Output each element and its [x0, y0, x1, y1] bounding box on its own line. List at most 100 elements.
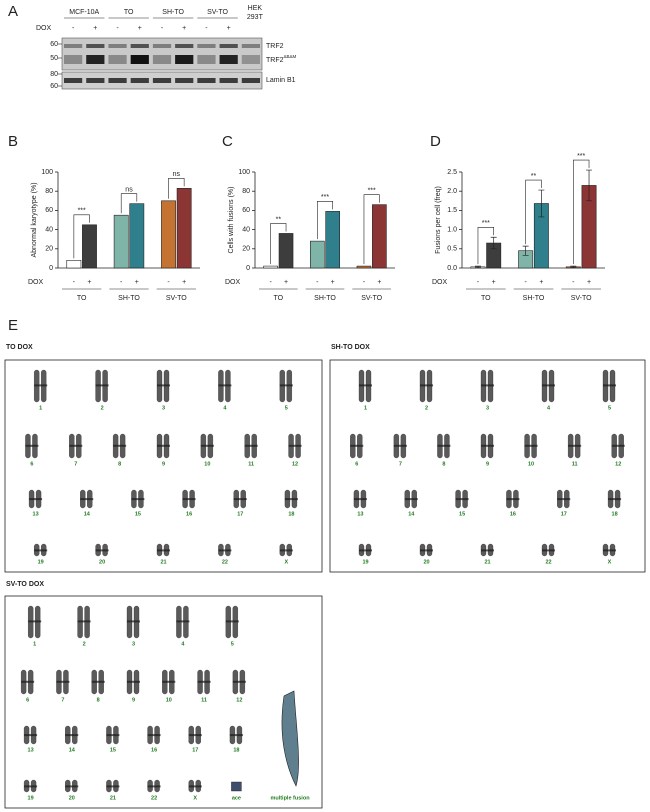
chromosome-label: 22 [222, 559, 228, 565]
chromosome-label: 19 [38, 559, 44, 565]
chromosome-band [106, 785, 120, 788]
panel-label: B [8, 133, 18, 150]
error-bar [474, 265, 481, 268]
blot-group-label: 293T [247, 14, 264, 21]
chromosome-label: 14 [84, 511, 91, 517]
x-tick-label: + [182, 279, 186, 286]
chromosome-band [455, 498, 469, 501]
chromosome-band [244, 444, 258, 447]
karyotype-title: SH-TO DOX [331, 344, 370, 351]
chromosome-label: 10 [166, 697, 172, 703]
chromosome-label: 12 [292, 461, 298, 467]
group-label: SV-TO [361, 295, 382, 302]
chromosome-label: 7 [74, 461, 77, 467]
chromosome-label: X [284, 559, 288, 565]
y-tick-label: 100 [41, 169, 53, 176]
karyotype-box [329, 359, 646, 573]
chromosome-band [24, 734, 38, 737]
y-tick-label: 0 [246, 265, 250, 272]
y-axis-label: Abnormal karyotype (%) [31, 182, 38, 257]
significance-bracket [168, 178, 185, 199]
chromosome-band [65, 785, 79, 788]
chromosome-label: 3 [162, 405, 165, 411]
chromosome-label: 4 [547, 405, 551, 411]
band [86, 78, 105, 83]
error-bar [586, 169, 593, 202]
chromosome-label: 8 [97, 697, 100, 703]
blot-group-label: SH-TO [162, 9, 184, 16]
chromosome-label: 4 [223, 405, 227, 411]
band [130, 78, 149, 83]
panel-label: E [8, 317, 18, 334]
bar [82, 224, 97, 269]
chromosome-label: 8 [118, 461, 121, 467]
band [130, 55, 149, 64]
x-tick-label: - [572, 279, 575, 286]
band [64, 44, 83, 48]
x-tick-label: - [363, 279, 366, 286]
x-tick-label: + [331, 279, 335, 286]
bar [263, 265, 278, 269]
band [130, 44, 149, 48]
x-tick-label: - [316, 279, 319, 286]
chromosome-label: 21 [110, 795, 116, 801]
chromosome-label: 10 [204, 461, 210, 467]
chromosome-band [481, 549, 494, 552]
y-tick-label: 80 [242, 188, 250, 195]
chromosome-band [611, 444, 625, 447]
chromosome-label: 20 [69, 795, 75, 801]
chromosome-label: 13 [28, 747, 34, 753]
chromosome-label: 16 [510, 511, 516, 517]
chromosome-label: 5 [608, 405, 611, 411]
group-label: SH-TO [118, 295, 140, 302]
band [108, 55, 127, 64]
band [219, 55, 238, 64]
chromosome-band [157, 549, 170, 552]
blot-group-label: SV-TO [207, 9, 228, 16]
chromosome-band [28, 620, 42, 623]
significance-label: ns [125, 187, 133, 194]
bar [113, 214, 129, 269]
chromosome-label: 6 [26, 697, 29, 703]
x-tick-label: - [524, 279, 527, 286]
chromosome-label: X [193, 795, 197, 801]
chromosome-label: 18 [288, 511, 294, 517]
chromosome-band [197, 680, 211, 683]
chromosome-band [147, 785, 161, 788]
chromosome-band [524, 444, 538, 447]
band [241, 78, 260, 83]
chromosome-label: 14 [408, 511, 415, 517]
blot-group-label: HEK [248, 5, 263, 12]
chromosome-band [34, 384, 48, 387]
band [152, 78, 172, 83]
chromosome-label: 2 [425, 405, 428, 411]
chromosome-label: 6 [30, 461, 33, 467]
significance-label: *** [321, 194, 329, 201]
chromosome-band [229, 734, 243, 737]
dox-sign: - [116, 25, 119, 32]
chromosome-label: 9 [486, 461, 489, 467]
y-axis-label: Cells with fusions (%) [228, 187, 235, 254]
chromosome-label: ace [232, 795, 241, 801]
x-tick-label: + [587, 279, 591, 286]
band-label: TRF2ΔBΔM [266, 54, 297, 64]
chromosome-band [157, 444, 170, 447]
x-tick-label: - [269, 279, 272, 286]
chromosome-band [481, 444, 494, 447]
x-tick-label: + [135, 279, 139, 286]
chromosome-label: 5 [285, 405, 288, 411]
chromosome-band [157, 384, 170, 387]
chromosome-band [481, 384, 494, 387]
chromosome-band [568, 444, 582, 447]
x-tick-label: - [477, 279, 480, 286]
x-tick-label: - [73, 279, 76, 286]
bar [176, 188, 192, 269]
significance-bracket [525, 179, 542, 245]
chromosome-label: 11 [248, 461, 254, 467]
chromosome-band [437, 444, 451, 447]
x-tick-label: + [87, 279, 91, 286]
blot-group-label: TO [124, 9, 134, 16]
y-tick-label: 40 [242, 226, 250, 233]
chromosome-label: 17 [237, 511, 243, 517]
